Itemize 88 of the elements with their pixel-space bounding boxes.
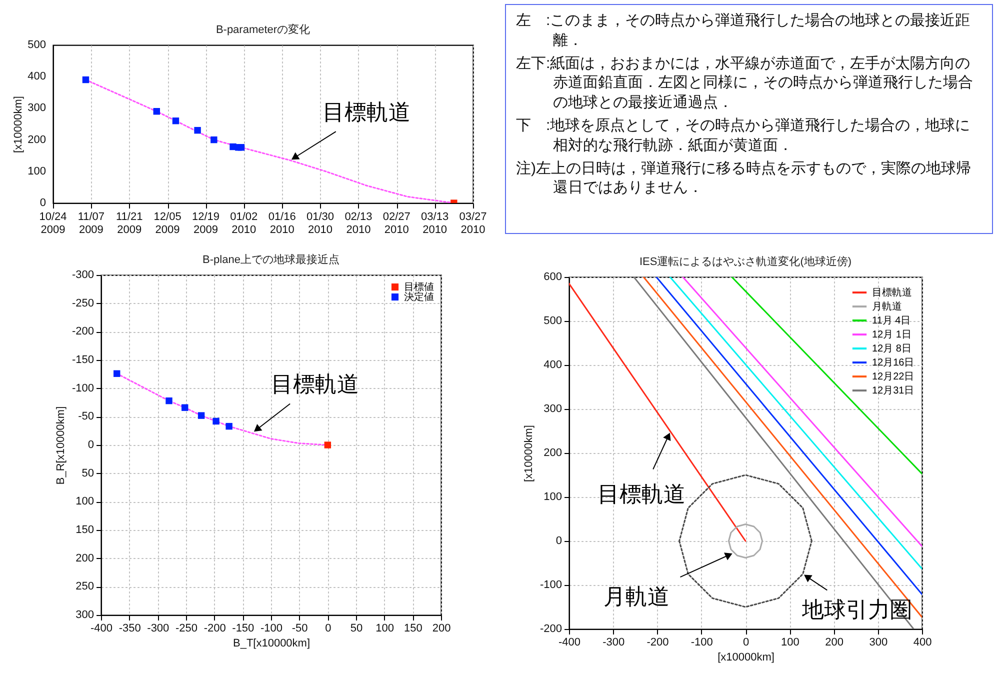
chart-title: B-plane上での地球最接近点 xyxy=(202,253,340,266)
x-tick-label: 11/07 2009 xyxy=(78,211,105,236)
annotation: 目標軌道 xyxy=(322,99,410,124)
y-tick-label: 100 xyxy=(76,496,94,508)
text: 左 :このまま，その時点から弾道飛行した場合の地球との最接近距離． xyxy=(516,11,972,51)
annotation: 目標軌道 xyxy=(597,481,686,506)
legend-label: 12月 8日 xyxy=(872,344,912,354)
y-tick-label: -100 xyxy=(72,382,94,394)
y-tick-label: 300 xyxy=(544,403,562,415)
annotation: 目標軌道 xyxy=(270,372,359,397)
x-tick-label: -200 xyxy=(646,636,669,648)
legend-label: 目標値 xyxy=(404,281,434,293)
y-tick-label: -50 xyxy=(78,410,94,423)
y-tick-label: -300 xyxy=(72,269,94,281)
x-tick-label: 12/05 2009 xyxy=(154,211,182,236)
x-tick-label: 0 xyxy=(325,622,332,634)
legend-label: 目標軌道 xyxy=(872,286,912,298)
x-tick-label: 400 xyxy=(913,636,932,648)
x-tick-label: 01/16 2010 xyxy=(268,211,296,236)
x-tick-label: -100 xyxy=(260,622,283,634)
x-tick-label: 0 xyxy=(742,636,750,648)
y-tick-label: 100 xyxy=(28,165,46,178)
x-axis-title: B_T[x10000km] xyxy=(232,638,310,650)
y-tick-label: 400 xyxy=(28,70,46,83)
x-tick-label: 150 xyxy=(404,622,422,634)
x-tick-label: 200 xyxy=(432,622,451,634)
y-tick-label: 500 xyxy=(544,315,562,327)
legend-label: 12月22日 xyxy=(872,372,914,382)
chart-title: B-parameterの変化 xyxy=(216,23,310,36)
x-tick-label: -300 xyxy=(147,622,170,634)
text: 下 :地球を原点として，その時点から弾道飛行した場合の，地球に相対的な飛行軌跡．紙面が黄道面． xyxy=(516,116,972,156)
legend-label: 12月31日 xyxy=(872,386,914,396)
y-tick-label: -250 xyxy=(72,297,94,310)
x-tick-label: 03/13 2010 xyxy=(421,211,449,236)
y-tick-label: 200 xyxy=(76,552,94,564)
x-tick-label: 50 xyxy=(350,622,363,634)
chart-title: IES運転によるはやぶさ軌道変化(地球近傍) xyxy=(639,255,852,268)
annotation: 地球引力圏 xyxy=(800,597,912,622)
y-axis-title: [x10000km] xyxy=(523,425,535,482)
legend-label: 12月16日 xyxy=(872,358,914,368)
legend-label: 月軌道 xyxy=(872,300,902,312)
y-tick-label: -200 xyxy=(72,326,94,338)
legend-label: 12月 1日 xyxy=(872,330,912,340)
x-tick-label: 300 xyxy=(869,636,888,648)
text: 注)左上の日時は，弾道飛行に移る時点を示すもので，実際の地球帰還日ではありません． xyxy=(516,158,972,198)
x-tick-label: 100 xyxy=(780,636,800,648)
x-tick-label: 200 xyxy=(825,636,844,648)
y-tick-label: 100 xyxy=(544,491,562,503)
x-tick-label: 03/27 2010 xyxy=(459,211,487,236)
annotation: 月軌道 xyxy=(604,584,670,609)
legend-label: 11月 4日 xyxy=(872,316,911,326)
y-tick-label: 0 xyxy=(88,439,94,451)
x-tick-label: -100 xyxy=(690,636,713,648)
x-tick-label: 100 xyxy=(376,622,394,634)
y-tick-label: 400 xyxy=(544,359,562,371)
x-tick-label: -200 xyxy=(204,622,226,634)
x-tick-label: -50 xyxy=(292,622,308,634)
y-tick-label: 250 xyxy=(76,580,94,593)
y-tick-label: 200 xyxy=(28,134,46,146)
y-tick-label: 500 xyxy=(28,39,46,51)
legend-label: 決定値 xyxy=(404,291,434,303)
x-tick-label: -150 xyxy=(232,622,254,634)
y-tick-label: 0 xyxy=(556,535,562,547)
x-tick-label: -400 xyxy=(90,622,113,634)
x-tick-label: 10/24 2009 xyxy=(39,211,67,236)
x-tick-label: 12/19 2009 xyxy=(192,211,220,236)
x-tick-label: -300 xyxy=(602,636,625,648)
x-tick-label: 02/27 2010 xyxy=(382,211,410,236)
x-tick-label: 01/30 2010 xyxy=(306,211,334,236)
y-tick-label: 50 xyxy=(82,467,94,480)
y-axis-title: B_R[x10000km] xyxy=(55,406,67,485)
x-tick-label: 01/02 2010 xyxy=(230,211,258,236)
x-tick-label: 11/21 2009 xyxy=(116,211,143,236)
x-tick-label: -350 xyxy=(118,622,141,634)
y-tick-label: 150 xyxy=(76,524,94,536)
y-tick-label: -150 xyxy=(72,354,94,366)
text: 左下:紙面は，おおまかには，水平線が赤道面で，左手が太陽方向の赤道面鉛直面．左図と同様に，その時点から弾道飛行した場合の地球との最接近通過点． xyxy=(516,54,974,113)
x-tick-label: -250 xyxy=(175,622,198,634)
x-axis-title: [x10000km] xyxy=(718,652,774,664)
y-tick-label: 300 xyxy=(76,609,94,621)
y-tick-label: 300 xyxy=(28,102,46,114)
x-tick-label: -400 xyxy=(558,636,581,648)
y-tick-label: -100 xyxy=(540,579,562,591)
y-tick-label: 0 xyxy=(40,197,46,209)
x-tick-label: 02/13 2010 xyxy=(344,211,372,236)
y-tick-label: 200 xyxy=(544,447,562,459)
y-axis-title: [x10000km] xyxy=(12,96,24,153)
y-tick-label: 600 xyxy=(544,271,562,283)
